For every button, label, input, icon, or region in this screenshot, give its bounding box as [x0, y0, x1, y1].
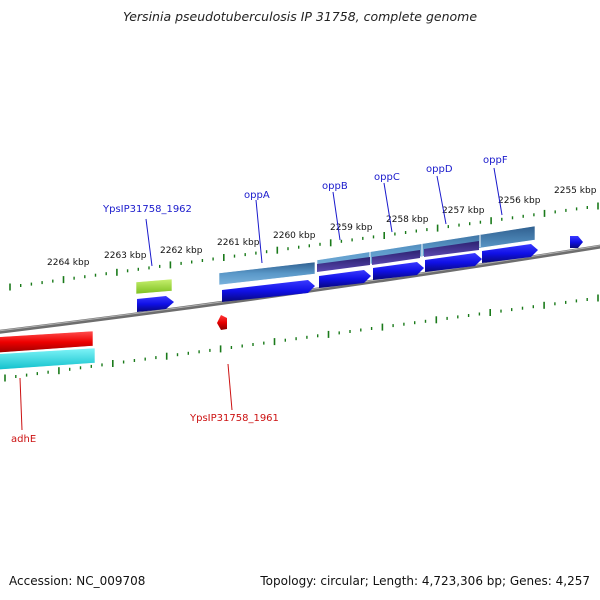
ruler-label: 2262 kbp — [160, 246, 203, 256]
accession-text: Accession: NC_009708 — [9, 574, 146, 588]
ruler-label: 2255 kbp — [554, 186, 597, 196]
gene-arrow-1961[interactable] — [217, 315, 227, 330]
ruler-label: 2259 kbp — [330, 223, 373, 233]
feature-purple — [424, 241, 479, 257]
ruler-upper — [9, 202, 599, 291]
ruler-label: 2263 kbp — [104, 251, 147, 261]
gene-label-1962: YpsIP31758_1962 — [102, 204, 192, 215]
gene-label-oppB: oppB — [322, 181, 348, 192]
leader-line — [493, 167, 503, 216]
gene-arrow-oppB[interactable] — [319, 270, 371, 288]
gene-arrow-oppA[interactable] — [222, 280, 315, 302]
gene-arrow-oppD[interactable] — [425, 253, 482, 272]
leader-line — [19, 377, 23, 431]
gene-label-1961: YpsIP31758_1961 — [189, 413, 279, 424]
feature-cyan — [0, 347, 96, 370]
gene-label-oppD: oppD — [426, 164, 453, 175]
gene-arrow-1962[interactable] — [137, 296, 174, 312]
leader-line — [255, 199, 263, 264]
feature-purple — [317, 257, 370, 272]
leader-line — [383, 182, 393, 233]
ruler-label: 2256 kbp — [498, 196, 541, 206]
feature-purple — [372, 250, 420, 265]
leader-line — [145, 218, 153, 267]
map-title: Yersinia pseudotuberculosis IP 31758, co… — [122, 9, 478, 24]
gene-label-oppA: oppA — [244, 190, 270, 201]
gene-arrow-oppC[interactable] — [373, 262, 424, 280]
cds-band-oppA — [218, 261, 316, 286]
feature-green — [135, 278, 173, 295]
ruler-label: 2261 kbp — [217, 238, 260, 248]
leader-line — [436, 175, 447, 225]
ruler-label: 2257 kbp — [442, 206, 485, 216]
gene-label-oppC: oppC — [374, 172, 400, 183]
gene-arrow-small[interactable] — [570, 236, 583, 248]
gene-label-adhE: adhE — [11, 434, 36, 445]
topology-text: Topology: circular; Length: 4,723,306 bp… — [260, 574, 590, 588]
gene-arrow-oppF[interactable] — [482, 244, 538, 263]
ruler-lower — [4, 294, 599, 382]
ruler-label: 2258 kbp — [386, 215, 429, 225]
leader-line — [332, 191, 341, 241]
gene-label-oppF: oppF — [483, 155, 508, 166]
gene-bar-adhE[interactable] — [0, 330, 94, 353]
leader-line — [227, 363, 233, 411]
ruler-label: 2264 kbp — [47, 258, 90, 268]
ruler-label: 2260 kbp — [273, 231, 316, 241]
